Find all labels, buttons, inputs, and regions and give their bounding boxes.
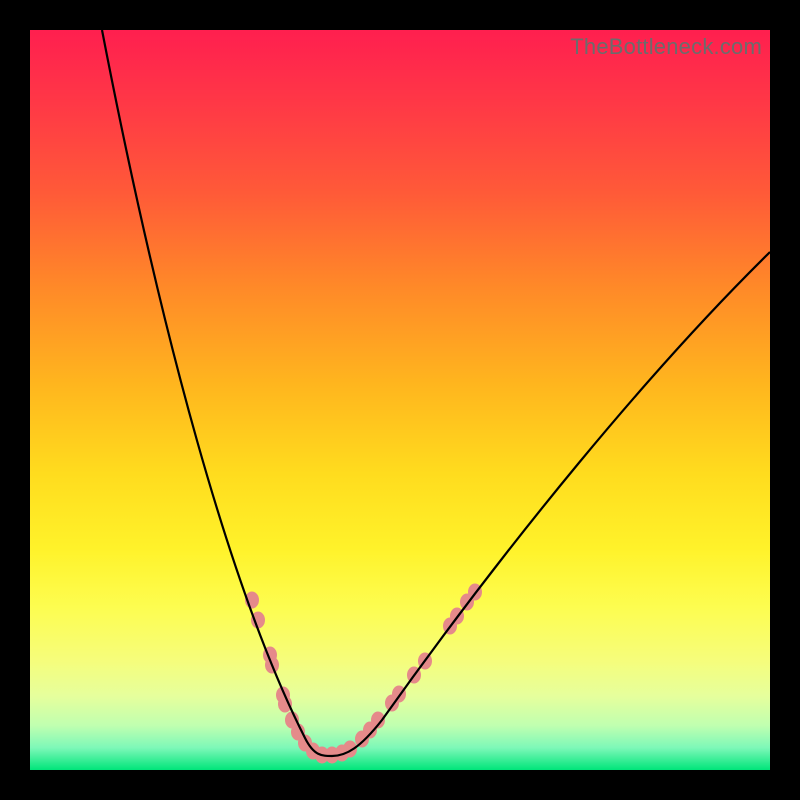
marker-group <box>245 584 482 764</box>
v-curve <box>102 30 770 756</box>
watermark-text: TheBottleneck.com <box>570 34 762 60</box>
plot-area: TheBottleneck.com <box>30 30 770 770</box>
curve-layer <box>30 30 770 770</box>
chart-frame: TheBottleneck.com <box>0 0 800 800</box>
